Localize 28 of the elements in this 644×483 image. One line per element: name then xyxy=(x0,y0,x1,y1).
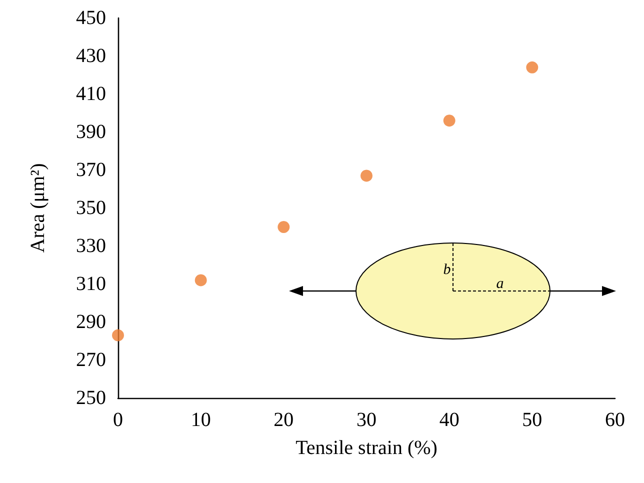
point xyxy=(194,274,207,286)
x-tick-label: 10 xyxy=(190,409,211,431)
y-tick-label: 430 xyxy=(76,45,106,67)
x-tick-label: 30 xyxy=(356,409,376,431)
x-tick-label: 20 xyxy=(274,409,294,431)
point xyxy=(112,329,124,342)
annotation: a xyxy=(496,276,504,292)
point xyxy=(278,221,290,233)
x-tick-label: 60 xyxy=(605,409,625,431)
y-tick-label: 250 xyxy=(76,387,106,409)
point xyxy=(526,61,538,74)
y-tick-label: 350 xyxy=(76,197,106,219)
y-tick-label: 370 xyxy=(76,159,106,181)
x-axis-title: Tensile strain (%) xyxy=(296,437,438,459)
y-tick-label: 330 xyxy=(76,235,106,257)
y-tick-label: 290 xyxy=(76,311,106,333)
point xyxy=(360,170,372,182)
y-tick-label: 270 xyxy=(76,349,106,371)
x-tick-label: 0 xyxy=(113,409,123,431)
y-tick-label: 390 xyxy=(76,121,106,143)
x-tick-label: 40 xyxy=(439,409,460,431)
y-tick-label: 450 xyxy=(76,7,106,29)
point xyxy=(443,114,456,127)
y-axis-title: Area (μm²) xyxy=(27,163,49,253)
y-tick-label: 310 xyxy=(76,273,106,295)
annotation: b xyxy=(443,262,452,278)
y-tick-label: 410 xyxy=(76,83,106,105)
x-tick-label: 50 xyxy=(522,409,542,431)
